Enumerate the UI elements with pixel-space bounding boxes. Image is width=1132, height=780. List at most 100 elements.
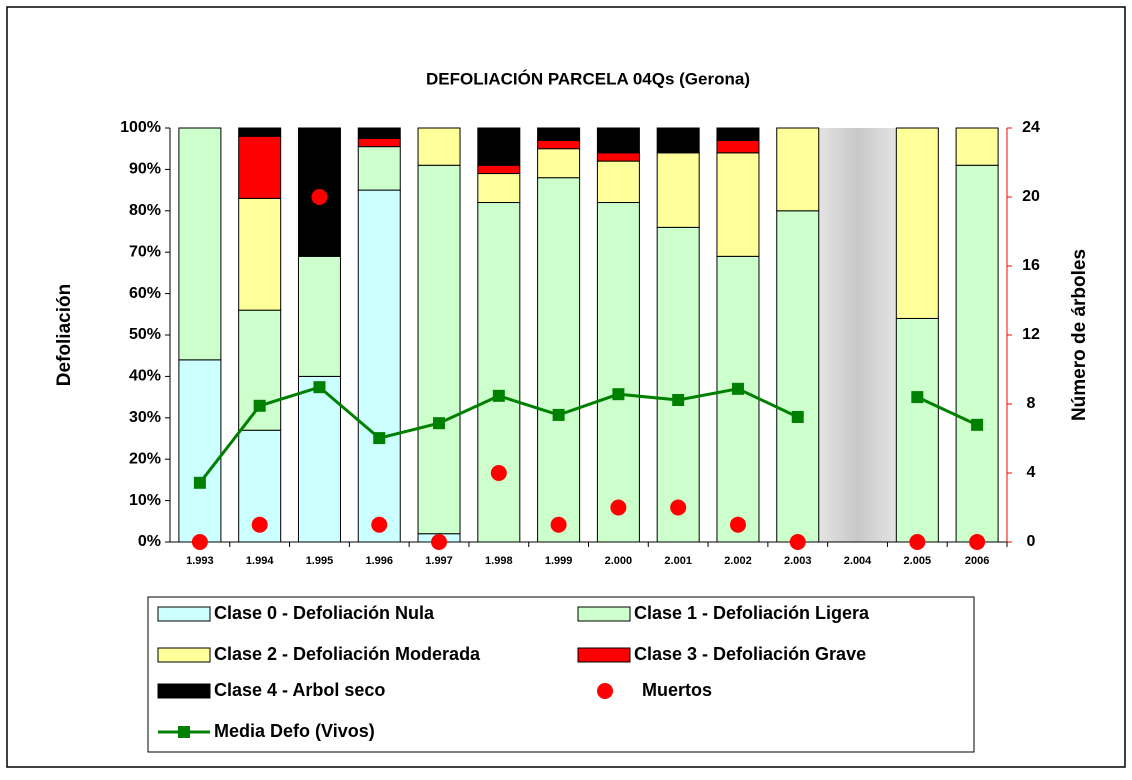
legend-swatch <box>597 683 613 699</box>
bar-segment <box>596 127 640 154</box>
bar-segment <box>716 255 760 543</box>
muertos-point <box>729 516 746 533</box>
bar-segment <box>955 164 999 543</box>
bar-segment <box>238 127 282 137</box>
legend-swatch <box>157 606 211 622</box>
y-tick-label: 10% <box>129 492 161 509</box>
bar-segment <box>238 309 282 431</box>
bar-segment <box>955 127 999 166</box>
y-tick-label: 0% <box>138 533 161 550</box>
bar-segment <box>178 127 222 361</box>
x-tick-label: 2006 <box>965 555 989 567</box>
y2-tick-label: 24 <box>1022 119 1040 136</box>
legend-swatch <box>157 683 211 699</box>
bar-segment <box>477 127 521 166</box>
bar-segment <box>656 226 700 543</box>
muertos-point <box>789 534 806 550</box>
legend-label: Clase 1 - Defoliación Ligera <box>634 603 870 623</box>
bar-segment <box>537 177 581 543</box>
muertos-point <box>371 516 388 533</box>
legend-label: Clase 3 - Defoliación Grave <box>634 644 866 664</box>
y2-tick-label: 12 <box>1022 326 1040 343</box>
media-marker <box>672 393 685 406</box>
y2-tick-label: 4 <box>1027 464 1036 481</box>
y-tick-label: 90% <box>129 161 161 178</box>
x-tick-label: 2.004 <box>844 555 872 567</box>
muertos-point <box>191 534 208 550</box>
media-marker <box>193 476 206 489</box>
media-marker <box>791 410 804 423</box>
x-tick-label: 2.003 <box>784 555 812 567</box>
legend-label: Clase 4 - Arbol seco <box>214 680 385 700</box>
legend-swatch <box>577 606 631 622</box>
bar-segment <box>596 202 640 543</box>
bar-segment <box>417 127 461 166</box>
bar-segment <box>776 127 820 212</box>
bar-segment <box>716 127 760 141</box>
bar-segment <box>537 127 581 141</box>
y2-tick-label: 0 <box>1027 533 1036 550</box>
legend-label: Clase 2 - Defoliación Moderada <box>214 644 481 664</box>
x-tick-label: 1.999 <box>545 555 573 567</box>
x-tick-label: 1.995 <box>306 555 334 567</box>
bar-segment <box>477 202 521 543</box>
x-tick-label: 2.002 <box>724 555 752 567</box>
muertos-point <box>670 499 687 516</box>
media-marker <box>313 381 326 394</box>
media-marker <box>612 388 625 401</box>
bar-segment <box>716 152 760 257</box>
bar-segment <box>297 375 341 543</box>
x-tick-label: 2.005 <box>904 555 932 567</box>
x-tick-label: 1.994 <box>246 555 274 567</box>
media-marker <box>373 432 386 445</box>
bar-segment <box>477 173 521 204</box>
y-tick-label: 50% <box>129 326 161 343</box>
muertos-point <box>490 465 507 481</box>
bar-segment <box>656 127 700 154</box>
media-marker <box>552 408 565 421</box>
bar-segment <box>596 160 640 204</box>
muertos-point <box>550 516 567 533</box>
muertos-point <box>311 189 328 205</box>
muertos-point <box>969 534 986 550</box>
legend-label: Media Defo (Vivos) <box>214 721 375 741</box>
bar-segment <box>776 210 820 543</box>
y-tick-label: 30% <box>129 409 161 426</box>
bar-segment <box>357 189 401 543</box>
legend-label: Muertos <box>642 680 712 700</box>
y-tick-label: 80% <box>129 202 161 219</box>
legend-swatch <box>157 647 211 663</box>
muertos-point <box>610 499 627 516</box>
legend-swatch <box>577 647 631 663</box>
x-tick-label: 2.000 <box>605 555 633 567</box>
x-tick-label: 1.996 <box>365 555 393 567</box>
legend-swatch <box>178 726 190 738</box>
bar-segment <box>297 255 341 377</box>
bar-segment <box>895 317 939 543</box>
bar-segment <box>656 152 700 228</box>
media-marker <box>971 418 984 431</box>
media-marker <box>911 391 924 404</box>
bar-segment <box>477 164 521 175</box>
bar-segment <box>357 146 401 191</box>
muertos-point <box>431 534 448 550</box>
bar-segment <box>357 127 401 139</box>
x-tick-label: 1.993 <box>186 555 214 567</box>
bar-segment <box>357 137 401 148</box>
legend-label: Clase 0 - Defoliación Nula <box>214 603 435 623</box>
y-tick-label: 100% <box>120 119 161 136</box>
chart-title: DEFOLIACIÓN PARCELA 04Qs (Gerona) <box>426 69 750 88</box>
bar-segment <box>178 359 222 543</box>
y-tick-label: 40% <box>129 368 161 385</box>
muertos-point <box>251 516 268 533</box>
bar-segment <box>537 148 581 179</box>
bar-segment <box>238 197 282 311</box>
bar-segment <box>596 152 640 162</box>
media-marker <box>492 389 505 402</box>
bar-segment <box>716 139 760 154</box>
x-tick-label: 1.997 <box>425 555 453 567</box>
y2-axis-label: Número de árboles <box>1069 249 1090 421</box>
bar-segment <box>238 135 282 199</box>
muertos-point <box>909 534 926 550</box>
